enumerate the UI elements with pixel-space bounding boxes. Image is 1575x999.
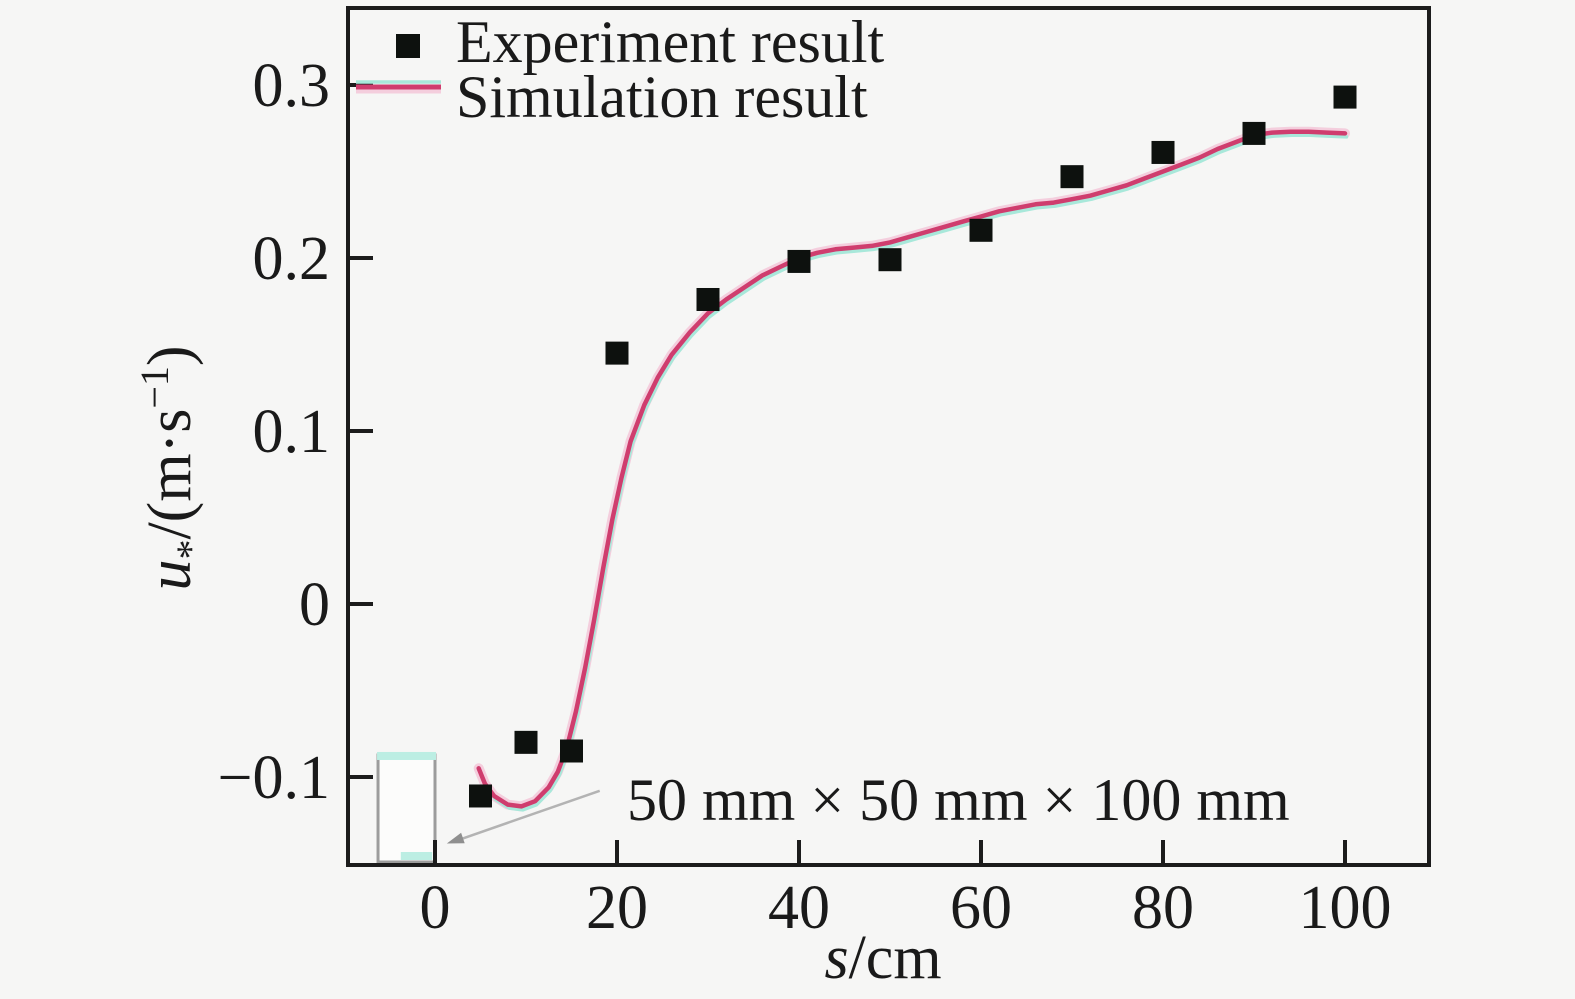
x-tick-label: 40	[768, 874, 830, 942]
plot-frame	[346, 6, 1431, 867]
experiment-point	[696, 287, 720, 311]
x-axis-ticks: 0 20 40 60 80 100	[419, 840, 1392, 942]
experiment-point	[969, 218, 993, 242]
x-tick-label: 100	[1299, 874, 1392, 942]
x-tick-label: 20	[586, 874, 648, 942]
experiment-point	[514, 730, 538, 754]
x-tick-label: 0	[419, 874, 450, 942]
simulation-curve	[473, 126, 1350, 812]
simulation-curve-line	[476, 129, 1348, 809]
arrow-shaft	[456, 789, 601, 842]
y-tick-label: 0	[299, 571, 330, 639]
x-axis-label: s/cm	[824, 924, 941, 992]
experiment-point	[1242, 121, 1266, 145]
experiment-point	[878, 248, 902, 272]
legend-label-simulation: Simulation result	[456, 64, 868, 130]
legend-label-experiment: Experiment result	[456, 9, 885, 75]
experiment-points	[468, 85, 1357, 808]
legend-simulation-line-icon	[356, 80, 441, 94]
experiment-point	[1333, 85, 1357, 109]
y-axis-ticks: 0.3 0.2 0.1 0 −0.1	[218, 52, 373, 812]
y-axis-label: u*/(m·s−1)	[132, 345, 213, 590]
experiment-point	[605, 341, 629, 365]
plot-border	[346, 6, 1431, 867]
arrow-head	[446, 832, 465, 844]
obstacle-box-body	[376, 753, 437, 864]
experiment-point	[1151, 140, 1175, 164]
y-tick-label: 0.1	[253, 398, 331, 466]
experiment-point	[559, 739, 583, 763]
obstacle-box-top-accent	[377, 751, 436, 760]
obstacle-box	[376, 751, 437, 864]
y-tick-label: −0.1	[218, 744, 330, 812]
experiment-point	[1060, 165, 1084, 189]
experiment-point	[468, 784, 492, 808]
legend-experiment-marker-icon	[396, 34, 420, 58]
experiment-point	[787, 249, 811, 273]
x-tick-label: 60	[950, 874, 1012, 942]
annotation-text: 50 mm × 50 mm × 100 mm	[627, 767, 1290, 833]
y-tick-label: 0.3	[253, 52, 331, 120]
legend: Experiment result Simulation result	[356, 9, 885, 130]
x-tick-label: 80	[1132, 874, 1194, 942]
obstacle-box-bottom-accent	[400, 852, 433, 860]
annotation-arrow	[446, 789, 601, 844]
y-tick-label: 0.2	[253, 225, 331, 293]
